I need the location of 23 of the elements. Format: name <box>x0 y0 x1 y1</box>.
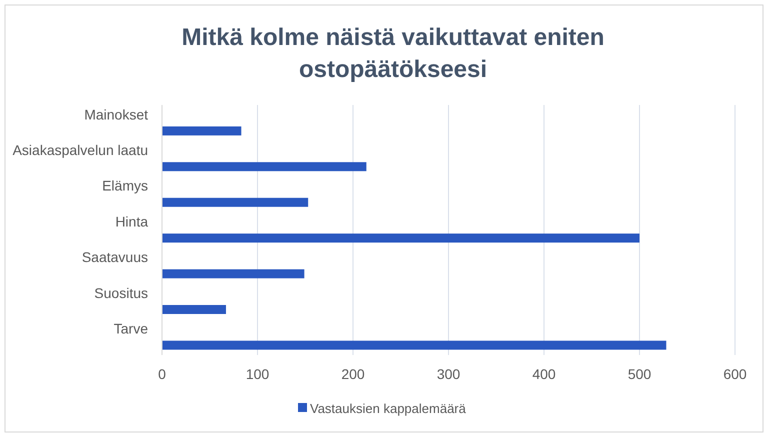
chart-title: Mitkä kolme näistä vaikuttavat eniten ostopäätökseesi <box>182 24 604 83</box>
y-tick-label: Elämys <box>102 178 148 194</box>
y-tick-label: Suositus <box>94 284 148 301</box>
x-tick-label: 100 <box>246 366 270 382</box>
legend-label: Vastauksien kappalemäärä <box>310 401 467 416</box>
bar <box>162 162 366 172</box>
y-tick-label: Hinta <box>115 213 148 230</box>
y-tick-label: Saatavuus <box>82 249 148 266</box>
bar <box>162 269 304 278</box>
x-tick-label: 500 <box>628 366 652 382</box>
x-tick-label: 400 <box>532 366 556 382</box>
x-tick-label: 300 <box>436 366 460 382</box>
y-tick-label: Mainokset <box>84 106 148 122</box>
x-tick-label: 600 <box>723 366 747 382</box>
bar <box>162 234 640 243</box>
bar <box>162 198 308 207</box>
x-tick-label: 200 <box>341 366 365 382</box>
x-tick-label: 0 <box>158 366 166 382</box>
bar <box>162 126 242 136</box>
y-tick-label: Tarve <box>114 320 148 337</box>
bar <box>162 340 666 350</box>
bar <box>162 305 226 314</box>
y-tick-label: Asiakaspalvelun laatu <box>12 142 148 158</box>
